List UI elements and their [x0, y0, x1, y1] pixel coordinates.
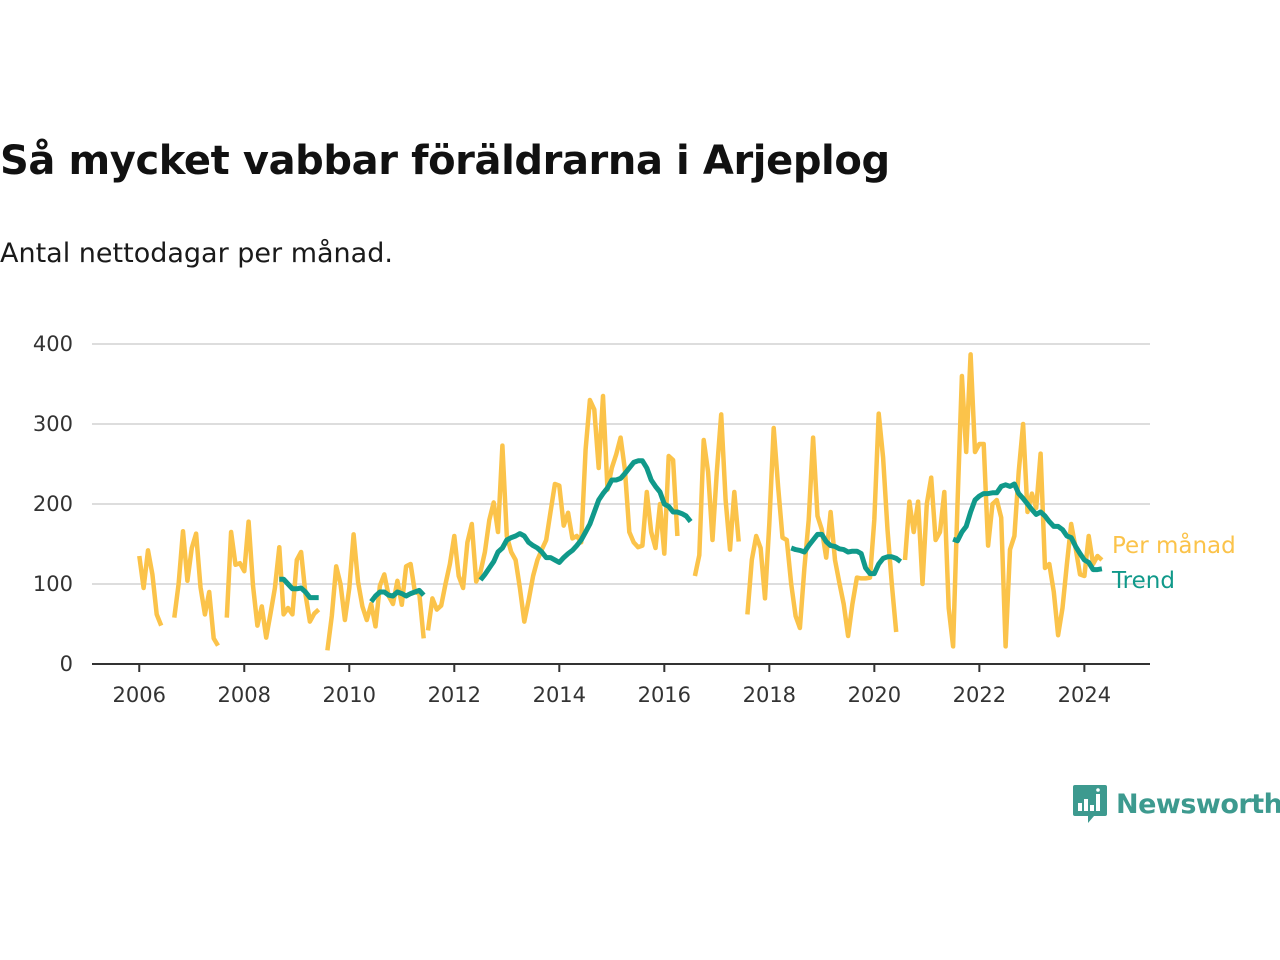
- newsworthy-logo[interactable]: Newsworthy: [1072, 783, 1280, 825]
- trend-series-line: [279, 576, 319, 601]
- y-tick-label: 0: [60, 652, 73, 676]
- chart-subtitle: Antal nettodagar per månad.: [0, 238, 393, 269]
- trend-legend-label: Trend: [1111, 568, 1175, 594]
- x-tick-label: 2020: [848, 683, 901, 707]
- y-tick-label: 300: [33, 412, 73, 436]
- line-chart: 0 100 200 300 400 2006 2008 2010 2012 2014 2016 201…: [33, 332, 1236, 707]
- monthly-series-line: [902, 352, 1104, 649]
- monthly-series-line: [425, 393, 680, 631]
- x-tick-label: 2006: [113, 683, 166, 707]
- trend-series-line: [952, 481, 1103, 573]
- monthly-series-line: [224, 519, 321, 640]
- x-tick-label: 2022: [953, 683, 1006, 707]
- chart-title: Så mycket vabbar föräldrarna i Arjeplog: [0, 138, 890, 184]
- x-tick-label: 2010: [323, 683, 376, 707]
- x-tick-label: 2018: [743, 683, 796, 707]
- monthly-legend-label: Per månad: [1112, 531, 1236, 559]
- monthly-series-line: [137, 548, 164, 627]
- y-tick-label: 400: [33, 332, 73, 356]
- newsworthy-logo-icon: [1073, 785, 1107, 823]
- legend: Per månad Trend: [1111, 531, 1236, 594]
- y-tick-label: 100: [33, 572, 73, 596]
- series-lines: [137, 352, 1104, 651]
- trend-series-line: [369, 587, 426, 604]
- x-tick-label: 2012: [428, 683, 481, 707]
- monthly-series-line: [172, 528, 220, 647]
- monthly-series-line: [745, 411, 899, 639]
- axes: 0 100 200 300 400 2006 2008 2010 2012 2014 2016 201…: [33, 332, 1150, 707]
- x-tick-label: 2024: [1058, 683, 1111, 707]
- trend-series-line: [478, 458, 693, 582]
- monthly-series-line: [692, 412, 741, 577]
- monthly-series-line: [325, 532, 426, 651]
- y-tick-label: 200: [33, 492, 73, 516]
- x-tick-label: 2016: [638, 683, 691, 707]
- trend-series-line: [790, 531, 903, 577]
- x-tick-label: 2008: [218, 683, 271, 707]
- brand-name: Newsworthy: [1116, 788, 1280, 820]
- x-tick-label: 2014: [533, 683, 586, 707]
